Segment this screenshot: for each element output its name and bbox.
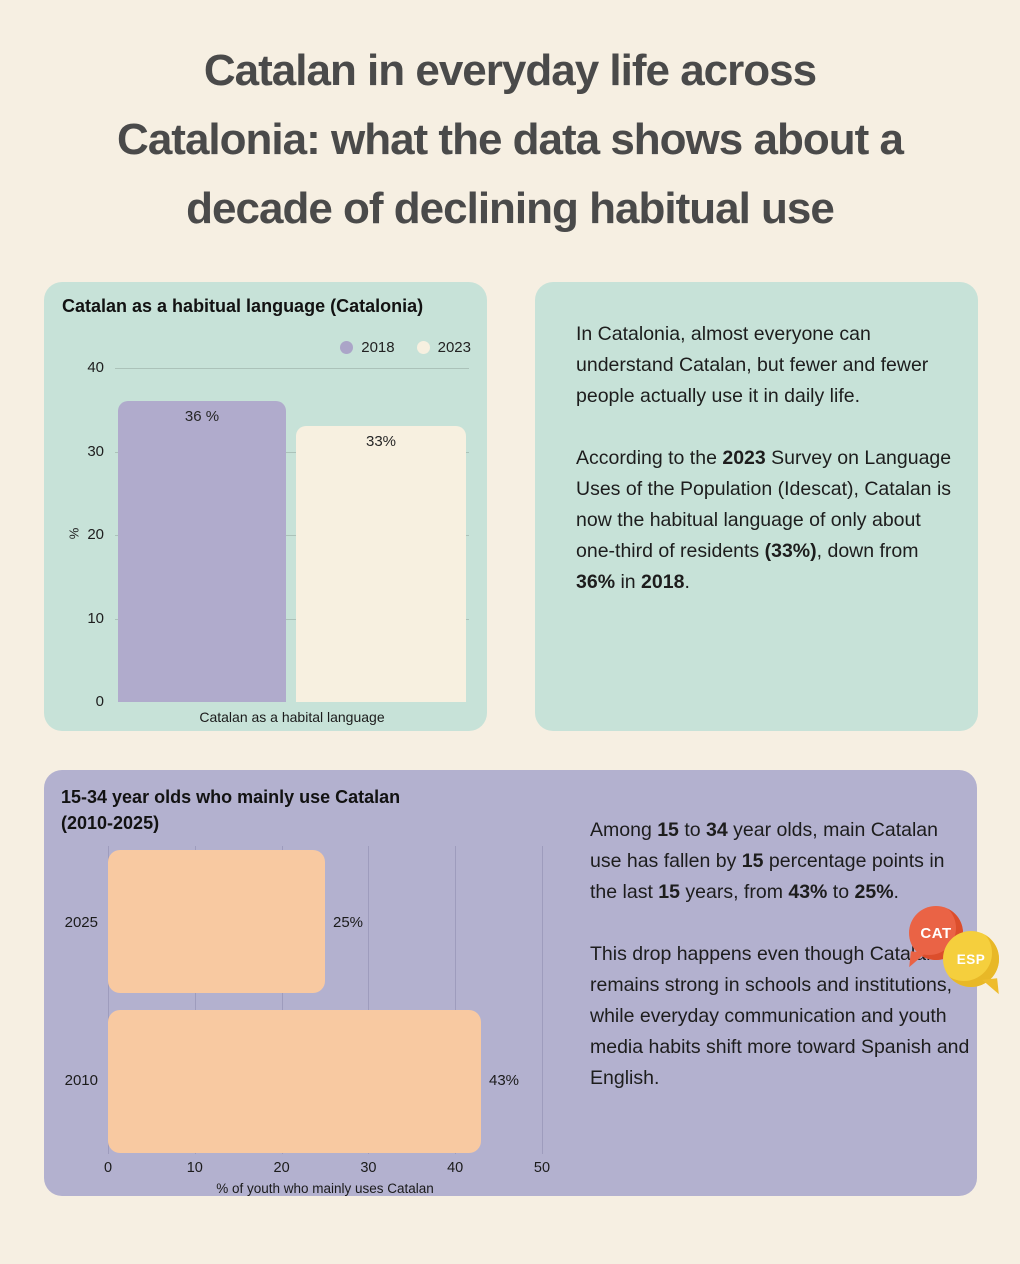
- youth-paragraph-2: This drop happens even though Catalan re…: [590, 943, 970, 1089]
- chart1-legend: 2018 2023: [340, 339, 471, 356]
- insight-text: In Catalonia, almost everyone can unders…: [576, 319, 952, 598]
- cat-bubble-tail: [909, 951, 926, 969]
- category-label-2025: 2025: [64, 914, 98, 931]
- legend-dot-2023-icon: [416, 341, 430, 354]
- y-tick-30: 30: [87, 443, 104, 460]
- gridline-50: [542, 846, 543, 1154]
- bar-2010-value-label: 43%: [489, 1072, 520, 1089]
- bar-chart-youth-usage: [108, 846, 543, 1154]
- gridline-20: [115, 535, 469, 536]
- y-tick-0: 0: [95, 693, 104, 710]
- cat-bubble-label: CAT: [920, 924, 952, 942]
- legend-label-2018: 2018: [361, 339, 395, 356]
- gridline-20: [281, 846, 283, 1154]
- y-axis-label: %: [66, 527, 82, 540]
- gridline-30: [368, 846, 370, 1154]
- bar-2023: 33%: [296, 426, 466, 702]
- bar-chart-habitual-language: 36 % 33%: [115, 368, 469, 702]
- gridline-0: [108, 846, 109, 1154]
- x-tick-30: 30: [360, 1160, 377, 1176]
- insight-text-card: In Catalonia, almost everyone can unders…: [535, 282, 978, 731]
- chart2-title: 15-34 year olds who mainly use Catalan (…: [61, 787, 401, 833]
- habitual-language-chart-card: Catalan as a habitual language (Cataloni…: [44, 282, 487, 731]
- legend-item-2023: 2023: [416, 339, 471, 356]
- gridline-40: [115, 368, 469, 369]
- bar-2025-value-label: 25%: [333, 914, 364, 931]
- category-label-2010: 2010: [64, 1072, 98, 1089]
- page-title-line-1: Catalan in everyday life across: [203, 46, 817, 95]
- gridline-10: [194, 846, 196, 1154]
- insight-paragraph-1: In Catalonia, almost everyone can unders…: [576, 323, 929, 407]
- y-tick-20: 20: [87, 526, 104, 543]
- legend-label-2023: 2023: [437, 339, 471, 356]
- esp-bubble-tail: [982, 978, 999, 996]
- page-title-line-3: decade of declining habitual use: [186, 184, 835, 233]
- legend-dot-2018-icon: [340, 341, 354, 354]
- chart1-title: Catalan as a habitual language (Cataloni…: [62, 296, 424, 316]
- bar-2025: [108, 850, 325, 993]
- youth-text: Among 15 to 34 year olds, main Catalan u…: [590, 815, 972, 1094]
- y-tick-10: 10: [87, 610, 104, 627]
- esp-bubble-label: ESP: [956, 951, 986, 967]
- gridline-10: [115, 618, 469, 620]
- legend-item-2018: 2018: [340, 339, 395, 356]
- x-tick-40: 40: [447, 1160, 464, 1176]
- bar-2010: [108, 1010, 482, 1153]
- x-tick-50: 50: [533, 1160, 551, 1176]
- youth-usage-card: 15-34 year olds who mainly use Catalan (…: [44, 770, 977, 1196]
- youth-paragraph-1: Among 15 to 34 year olds, main Catalan u…: [590, 819, 945, 903]
- insight-paragraph-2: According to the 2023 Survey on Language…: [576, 447, 952, 593]
- bar-2023-value-label: 33%: [365, 433, 397, 451]
- x-axis-label: % of youth who mainly uses Catalan: [216, 1181, 434, 1196]
- page-title-line-2: Catalonia: what the data shows about a: [117, 115, 904, 164]
- x-axis-ticks: 0 10 20 30 40 50: [104, 1160, 550, 1178]
- x-tick-10: 10: [186, 1160, 203, 1176]
- x-axis-label: Catalan as a habital language: [199, 709, 385, 725]
- x-tick-0: 0: [103, 1160, 113, 1176]
- bar-2018-value-label: 36 %: [184, 408, 220, 426]
- y-tick-40: 40: [87, 359, 104, 376]
- page-title: Catalan in everyday life across Cataloni…: [30, 36, 990, 243]
- bar-2018: 36 %: [118, 401, 286, 702]
- gridline-30: [115, 451, 469, 453]
- esp-speech-bubble-icon: ESP: [943, 931, 999, 996]
- x-tick-20: 20: [273, 1160, 290, 1176]
- gridline-40: [455, 846, 457, 1154]
